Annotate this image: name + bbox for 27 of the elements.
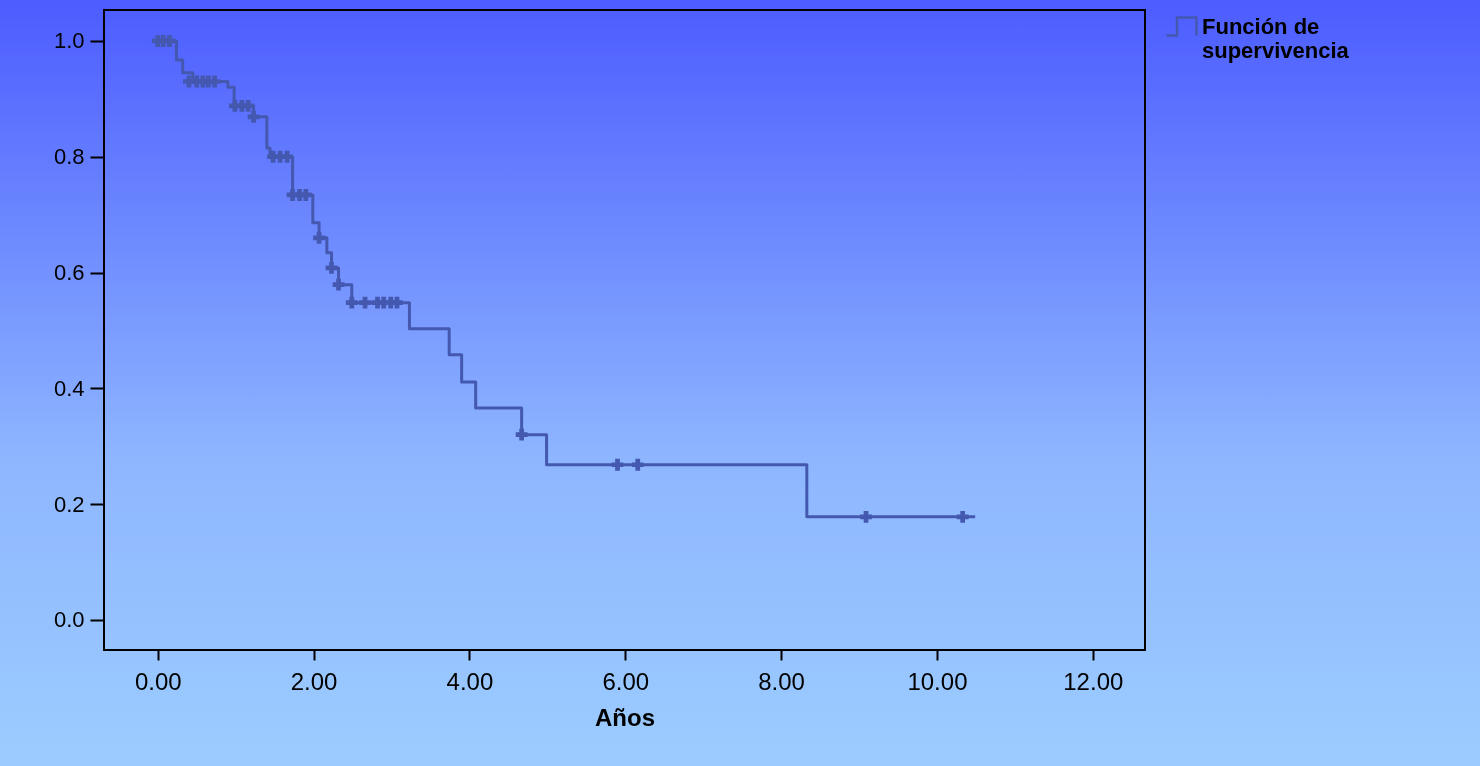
y-tick-label: 1.0	[53, 28, 85, 54]
x-tick-label: 8.00	[758, 667, 805, 695]
point	[325, 261, 338, 274]
x-tick-label: 0.00	[134, 667, 182, 695]
y-tick-label: 0.2	[53, 491, 85, 517]
point	[515, 428, 528, 441]
point	[281, 150, 294, 163]
point	[860, 510, 872, 523]
x-tick-label: 10.00	[907, 667, 968, 695]
y-tick-label: 0.4	[53, 375, 85, 401]
point	[313, 231, 325, 244]
point	[332, 278, 345, 291]
point	[611, 458, 624, 471]
point	[631, 458, 644, 471]
x-tick-label: 4.00	[446, 667, 494, 695]
point	[345, 296, 358, 309]
x-tick-label: 2.00	[290, 667, 338, 695]
y-tick-label: 0.6	[53, 260, 85, 286]
point	[956, 510, 969, 523]
y-tick-label: 0.0	[53, 607, 85, 633]
x-tick-label: 12.00	[1063, 667, 1124, 695]
x-tick-label: 6.00	[602, 667, 650, 695]
x-axis-title: Años	[595, 703, 655, 731]
y-tick-label: 0.8	[53, 144, 85, 170]
legend-label: Función de supervivencia	[1202, 13, 1350, 63]
point	[359, 296, 371, 309]
point	[247, 110, 260, 123]
